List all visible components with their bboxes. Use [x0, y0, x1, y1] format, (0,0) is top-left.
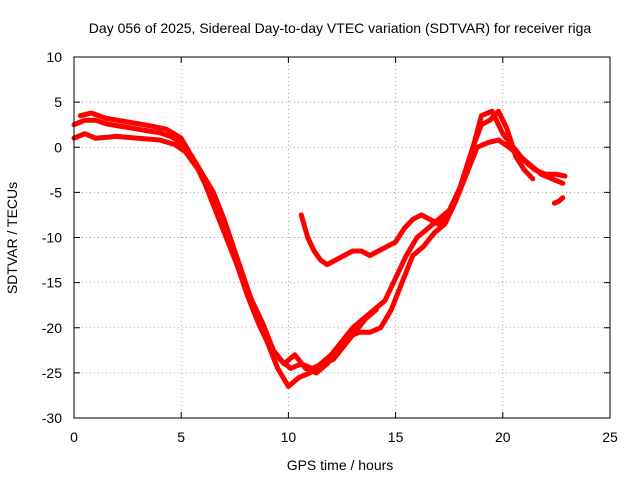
x-tick-label: 15 [388, 429, 404, 445]
y-tick-label: 10 [46, 49, 62, 65]
axis-ticks [73, 56, 611, 419]
y-tick-labels: -30 -25 -20 -15 -10 -5 0 5 10 [42, 49, 62, 426]
y-tick-label: -20 [42, 320, 62, 336]
y-tick-label: -5 [50, 184, 63, 200]
series-line-track-e [551, 195, 566, 206]
y-tick-label: 5 [54, 94, 62, 110]
x-tick-label: 25 [602, 429, 618, 445]
y-tick-label: -10 [42, 230, 62, 246]
x-tick-label: 10 [281, 429, 297, 445]
chart-title: Day 056 of 2025, Sidereal Day-to-day VTE… [89, 20, 592, 36]
series-line-track-c [298, 108, 536, 268]
series-layer [71, 108, 568, 389]
series-line-track-a [71, 108, 568, 389]
x-tick-label: 5 [177, 429, 185, 445]
y-axis-title: SDTVAR / TECUs [4, 182, 20, 294]
grid-lines [74, 57, 610, 418]
series-line-track-d [77, 110, 379, 371]
x-tick-label: 0 [70, 429, 78, 445]
x-axis-title: GPS time / hours [287, 457, 394, 473]
y-tick-label: -25 [42, 365, 62, 381]
y-tick-label: -30 [42, 410, 62, 426]
y-tick-label: 0 [54, 139, 62, 155]
x-tick-labels: 0 5 10 15 20 25 [70, 429, 618, 445]
y-tick-label: -15 [42, 275, 62, 291]
x-tick-label: 20 [495, 429, 511, 445]
